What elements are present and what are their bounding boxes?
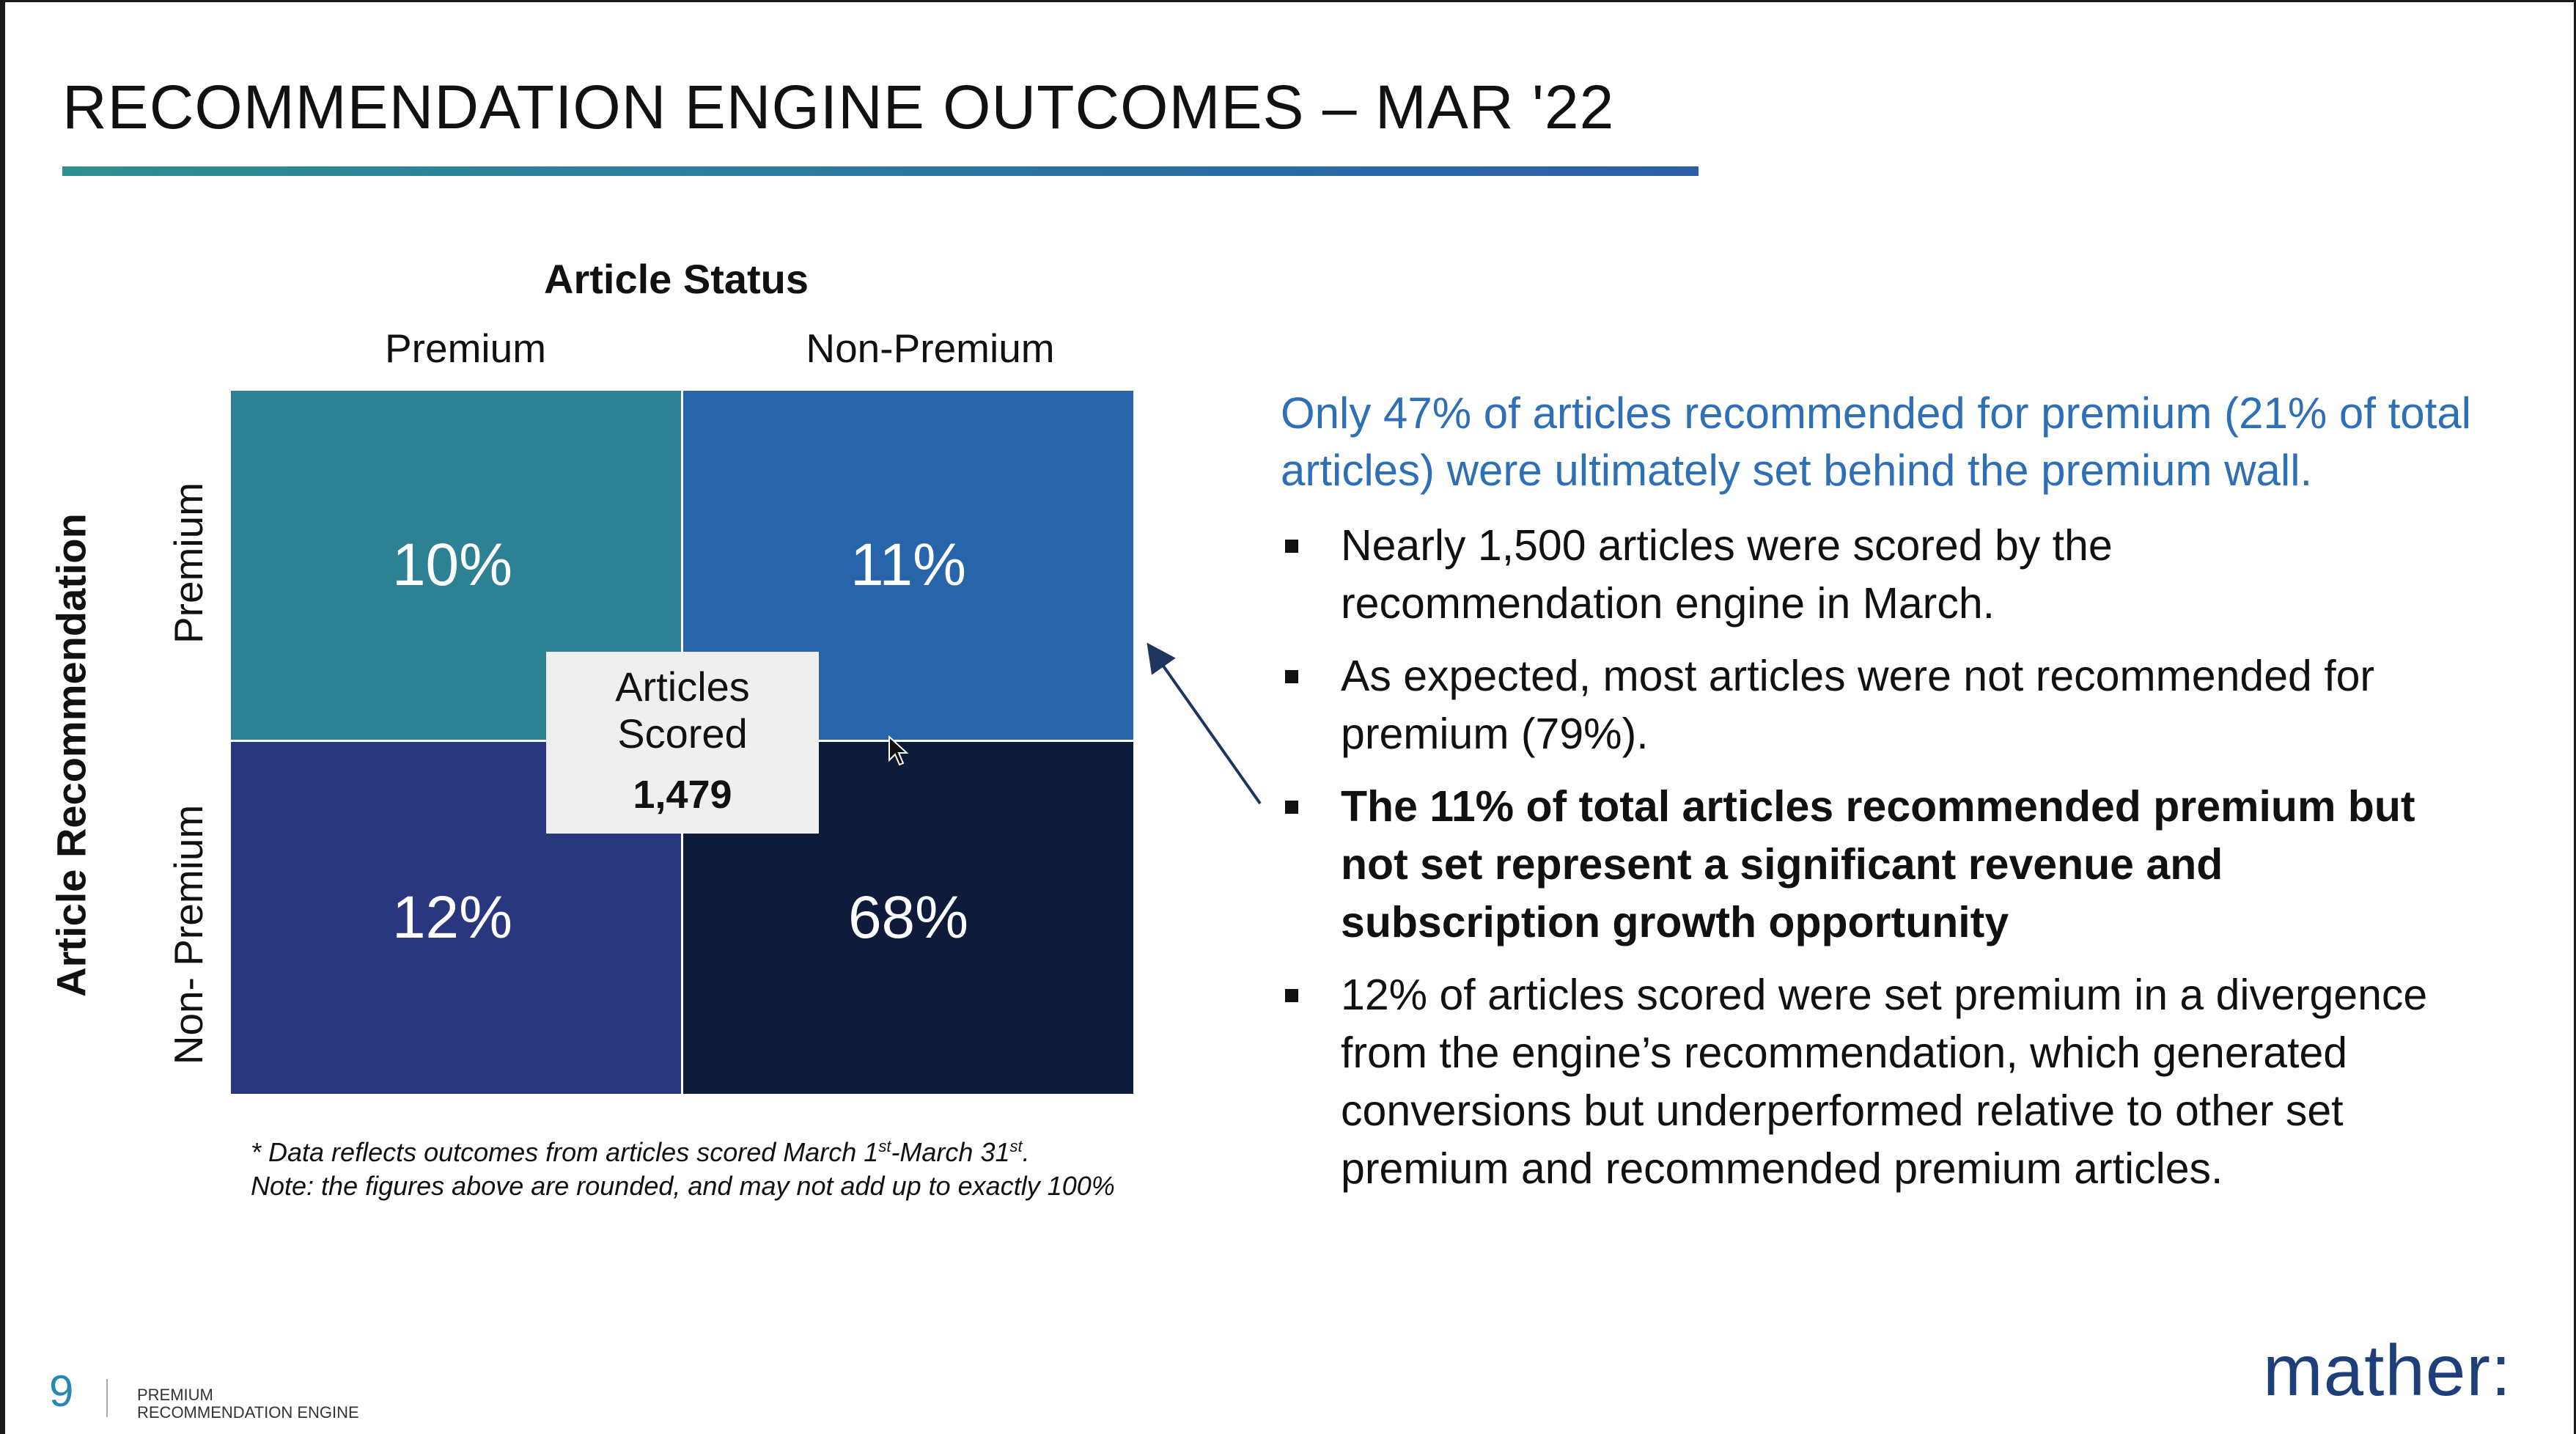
footer-label-line2: RECOMMENDATION ENGINE: [137, 1403, 359, 1422]
bullet-item: As expected, most articles were not reco…: [1281, 647, 2439, 763]
bullet-item: 12% of articles scored were set premium …: [1281, 966, 2439, 1198]
cell-value: 68%: [847, 884, 969, 951]
bullet-text: Nearly 1,500 articles were scored by the…: [1341, 521, 2113, 628]
slide: RECOMMENDATION ENGINE OUTCOMES – MAR '22…: [5, 2, 2574, 1434]
cell-value: 10%: [391, 532, 513, 598]
footnote-line1: * Data reflects outcomes from articles s…: [251, 1137, 1030, 1167]
bullet-square-icon: [1285, 540, 1298, 553]
articles-scored-box: Articles Scored 1,479: [546, 652, 819, 834]
column-group-label: Article Status: [544, 256, 809, 302]
bullet-list: Nearly 1,500 articles were scored by the…: [1281, 517, 2439, 1213]
slide-title: RECOMMENDATION ENGINE OUTCOMES – MAR '22: [62, 73, 1615, 141]
footnote-line2: Note: the figures above are rounded, and…: [251, 1171, 1115, 1201]
bullet-item-highlight: The 11% of total articles recommended pr…: [1281, 778, 2439, 952]
matrix-cell-nonpremium-premium: 12%: [231, 742, 681, 1094]
callout-text: Only 47% of articles recommended for pre…: [1281, 389, 2472, 495]
page-number: 9: [49, 1367, 74, 1416]
bullet-text: 12% of articles scored were set premium …: [1341, 971, 2428, 1193]
column-header-premium: Premium: [384, 326, 547, 371]
cell-value: 12%: [391, 884, 513, 951]
mouse-pointer-icon: [888, 735, 909, 766]
title-underline: [62, 166, 1699, 176]
footer-divider: [106, 1379, 108, 1417]
bullet-square-icon: [1285, 989, 1298, 1002]
mather-logo: mather:: [2263, 1330, 2512, 1411]
bullet-item: Nearly 1,500 articles were scored by the…: [1281, 517, 2439, 633]
bullet-square-icon: [1285, 670, 1298, 683]
cell-value: 11%: [850, 532, 967, 598]
pointer-arrow: [1147, 642, 1262, 805]
footnote: * Data reflects outcomes from articles s…: [251, 1130, 1115, 1203]
articles-scored-label-line1: Articles: [615, 663, 750, 710]
footer-label: PREMIUM RECOMMENDATION ENGINE: [137, 1386, 359, 1422]
bullet-text: As expected, most articles were not reco…: [1341, 652, 2375, 758]
footer-label-line1: PREMIUM: [137, 1386, 213, 1404]
column-header-non-premium: Non-Premium: [806, 326, 1055, 371]
articles-scored-label-line2: Scored: [617, 710, 748, 757]
bullet-square-icon: [1285, 801, 1298, 814]
bullet-text: The 11% of total articles recommended pr…: [1341, 782, 2415, 946]
articles-scored-value: 1,479: [633, 773, 732, 817]
